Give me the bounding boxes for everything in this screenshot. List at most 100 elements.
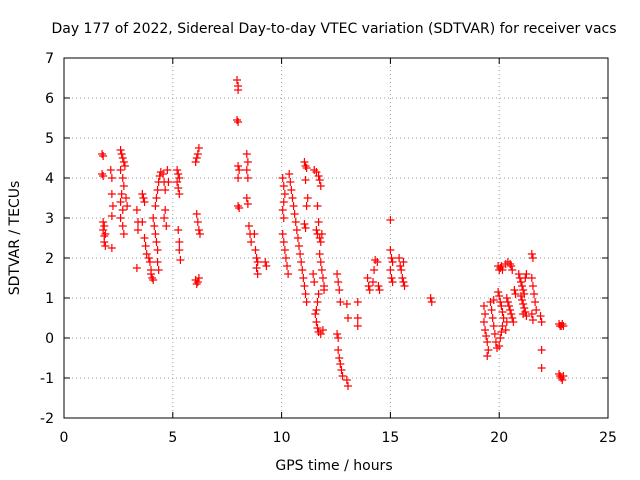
data-point [302,298,311,306]
data-point [98,170,107,178]
data-point [518,282,527,290]
data-point [528,282,537,290]
data-point [559,322,568,330]
data-point [498,308,507,316]
data-point [303,194,312,202]
y-tick-label: 7 [45,51,54,67]
data-point [107,190,116,198]
data-point [147,270,156,278]
data-point [398,274,407,282]
data-point [251,246,260,254]
data-point [530,290,539,298]
data-point [119,230,128,238]
data-point [138,190,147,198]
data-point [117,190,126,198]
data-point [510,286,519,294]
data-point [234,202,243,210]
data-point [98,150,107,158]
data-point [106,166,115,174]
data-point [234,86,243,94]
data-point [313,324,322,332]
data-point [291,218,300,226]
data-point [101,230,110,238]
data-point [386,216,395,224]
data-point [151,230,160,238]
data-point [153,246,162,254]
data-point [312,318,321,326]
data-point [175,238,184,246]
data-point [506,306,515,314]
data-point [193,278,202,286]
data-point [196,230,204,238]
data-point [285,170,294,178]
data-point [301,290,310,298]
data-point [153,186,162,194]
data-point [516,292,525,300]
data-point [120,162,129,170]
data-point [234,174,243,182]
data-point [117,150,126,158]
data-point [519,300,528,308]
axis-ticks: 0 5 10 15 20 25 -2 -1 0 1 2 3 4 5 6 7 [40,51,617,446]
data-point [388,278,397,286]
data-point [497,262,506,270]
data-point [532,306,541,314]
data-point [338,372,347,380]
data-point [309,270,318,278]
data-point [250,230,259,238]
data-point [118,154,127,162]
data-point [521,308,530,316]
data-point [252,264,261,272]
data-point [511,290,520,298]
data-point [253,270,262,278]
data-point [193,218,202,226]
data-point [161,186,170,194]
data-point [116,214,125,222]
data-point [173,166,182,174]
data-point [301,224,310,232]
data-point [159,170,168,178]
data-point [520,304,529,312]
data-point [293,234,302,242]
data-point [243,158,252,166]
data-point [142,250,151,258]
data-point [537,318,546,326]
data-point [287,186,296,194]
data-point [317,230,326,238]
data-point [316,238,325,246]
data-point [320,286,329,294]
data-point [261,258,270,266]
data-point [353,298,362,306]
data-point [375,286,384,294]
y-tick-label: -1 [40,371,54,387]
x-tick-label: 5 [168,430,177,446]
data-point [149,214,158,222]
data-point [118,222,127,230]
x-tick-label: 25 [599,430,617,446]
data-point [290,210,299,218]
data-point [494,288,503,296]
data-point [288,194,297,202]
data-point [397,266,406,274]
data-point [99,218,108,226]
data-point [301,176,310,184]
data-point [353,322,362,330]
y-tick-label: 4 [45,171,54,187]
data-point [297,258,306,266]
data-point [242,166,251,174]
data-point [295,242,304,250]
data-point [193,150,202,158]
data-point [479,318,488,326]
data-point [482,332,491,340]
data-point [333,330,342,338]
data-point [152,238,161,246]
y-tick-label: 5 [45,131,54,147]
data-point [313,202,322,210]
data-point [335,286,344,294]
data-point [399,258,408,266]
data-point [507,310,516,318]
data-point [386,266,395,274]
data-point [313,298,322,306]
y-tick-label: 1 [45,291,54,307]
data-point [300,158,309,166]
